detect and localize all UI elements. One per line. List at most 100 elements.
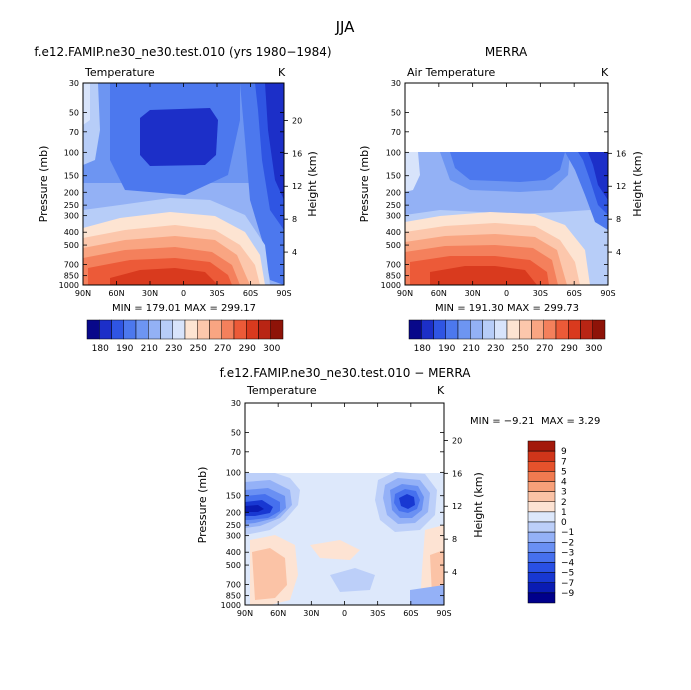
pressure-tick-label: 150: [226, 492, 241, 501]
diff-fill-nh-cool6: [245, 505, 264, 512]
colorbar-label: 230: [487, 344, 504, 354]
colorbar-label: 270: [536, 344, 553, 354]
model-fill-southpole-coldest: [265, 83, 284, 200]
colorbar-swatch: [470, 319, 483, 340]
obs-units-label: K: [601, 66, 609, 79]
colorbar-label: 180: [414, 344, 431, 354]
height-tick-label: 4: [616, 248, 621, 257]
latitude-tick-label: 90N: [237, 609, 253, 618]
difference-contour-field: [245, 472, 444, 605]
colorbar-swatch: [527, 501, 556, 513]
colorbar-label: 9: [561, 447, 567, 457]
model-contour-field: [83, 83, 284, 285]
model-panel: f.e12.FAMIP.ne30_ne30.test.010 (yrs 1980…: [34, 45, 331, 354]
diff-fill-sp-warm2: [430, 550, 444, 595]
colorbar-label: 190: [116, 344, 133, 354]
pressure-tick-label: 300: [386, 212, 401, 221]
height-tick-label: 20: [292, 116, 302, 125]
colorbar-label: 7: [561, 457, 567, 467]
colorbar-swatch: [123, 319, 137, 340]
colorbar-swatch: [527, 572, 556, 583]
colorbar-label: 290: [239, 344, 256, 354]
colorbar-swatch: [99, 319, 112, 340]
colorbar-swatch: [135, 319, 149, 340]
colorbar-swatch: [527, 450, 556, 462]
pressure-tick-label: 100: [64, 148, 79, 157]
obs-colorbar: 180 190 210 230 250 270 290 300: [408, 319, 606, 354]
colorbar-swatch: [555, 319, 569, 340]
diff-fill-mid-warm: [310, 540, 360, 560]
colorbar-swatch: [543, 319, 557, 340]
pressure-tick-label: 500: [64, 241, 79, 250]
difference-min: MIN = −9.21: [470, 416, 534, 427]
obs-height-axis: 16 12 8 4: [608, 149, 626, 257]
obs-pressure-axis-title: Pressure (mb): [358, 146, 371, 223]
difference-height-axis: 20 16 12 8 4: [444, 436, 462, 577]
height-tick-label: 12: [616, 182, 626, 191]
colorbar-swatch: [531, 319, 544, 340]
pressure-tick-label: 30: [69, 79, 79, 88]
model-x-axis: 90N 60N 30N 0 30S 60S 90S: [75, 83, 292, 298]
colorbar-label: 230: [165, 344, 182, 354]
latitude-tick-label: 0: [181, 289, 186, 298]
colorbar-label: 250: [190, 344, 207, 354]
colorbar-label: 3: [561, 488, 567, 498]
latitude-tick-label: 0: [504, 289, 509, 298]
model-fill-polar-warm2: [83, 83, 90, 125]
diff-fill-sp-cool: [410, 585, 444, 605]
latitude-tick-label: 0: [342, 609, 347, 618]
colorbar-label: 190: [438, 344, 455, 354]
colorbar-swatch: [527, 461, 556, 472]
pressure-tick-label: 500: [226, 561, 241, 570]
colorbar-swatch: [527, 582, 556, 594]
colorbar-swatch: [580, 319, 593, 340]
latitude-tick-label: 60N: [270, 609, 286, 618]
colorbar-swatch: [197, 319, 210, 340]
height-tick-label: 12: [292, 182, 302, 191]
pressure-tick-label: 200: [386, 188, 401, 197]
pressure-tick-label: 700: [64, 260, 79, 269]
pressure-tick-label: 400: [64, 228, 79, 237]
colorbar-label: 300: [585, 344, 602, 354]
obs-variable-label: Air Temperature: [407, 66, 496, 79]
height-tick-label: 8: [616, 215, 621, 224]
latitude-tick-label: 30N: [303, 609, 319, 618]
model-colorbar: 180 190 210 230 250 270 290 300: [86, 319, 284, 354]
colorbar-label: 210: [141, 344, 158, 354]
pressure-tick-label: 100: [226, 468, 241, 477]
colorbar-swatch: [527, 592, 556, 604]
colorbar-swatch: [160, 319, 173, 340]
colorbar-label: −5: [561, 569, 574, 579]
colorbar-swatch: [527, 440, 556, 452]
colorbar-swatch: [506, 319, 520, 340]
pressure-tick-label: 250: [386, 201, 401, 210]
colorbar-swatch: [527, 511, 556, 523]
colorbar-label: 4: [561, 478, 567, 488]
obs-min-max: MIN = 191.30 MAX = 299.73: [435, 303, 579, 314]
colorbar-swatch: [172, 319, 186, 340]
colorbar-swatch: [482, 319, 495, 340]
colorbar-swatch: [527, 481, 556, 492]
colorbar-label: 250: [512, 344, 529, 354]
pressure-tick-label: 1000: [381, 281, 401, 290]
height-tick-label: 20: [452, 436, 462, 445]
pressure-tick-label: 250: [226, 521, 241, 530]
obs-fill-cold-core: [450, 152, 565, 182]
colorbar-label: −2: [561, 538, 574, 548]
colorbar-swatch: [527, 562, 556, 573]
pressure-tick-label: 1000: [59, 281, 79, 290]
colorbar-swatch: [148, 319, 161, 340]
pressure-tick-label: 30: [391, 79, 401, 88]
pressure-tick-label: 850: [64, 272, 79, 281]
colorbar-label: 300: [263, 344, 280, 354]
pressure-tick-label: 850: [226, 592, 241, 601]
pressure-tick-label: 50: [391, 108, 401, 117]
diff-fill-mid-cool: [330, 568, 375, 592]
obs-fill-southpole-coldest: [588, 152, 608, 200]
colorbar-label: 2: [561, 498, 567, 508]
colorbar-swatch: [209, 319, 222, 340]
obs-panel: MERRA Air Temperature K 30 50 70 100 150 200 2…: [358, 45, 644, 354]
